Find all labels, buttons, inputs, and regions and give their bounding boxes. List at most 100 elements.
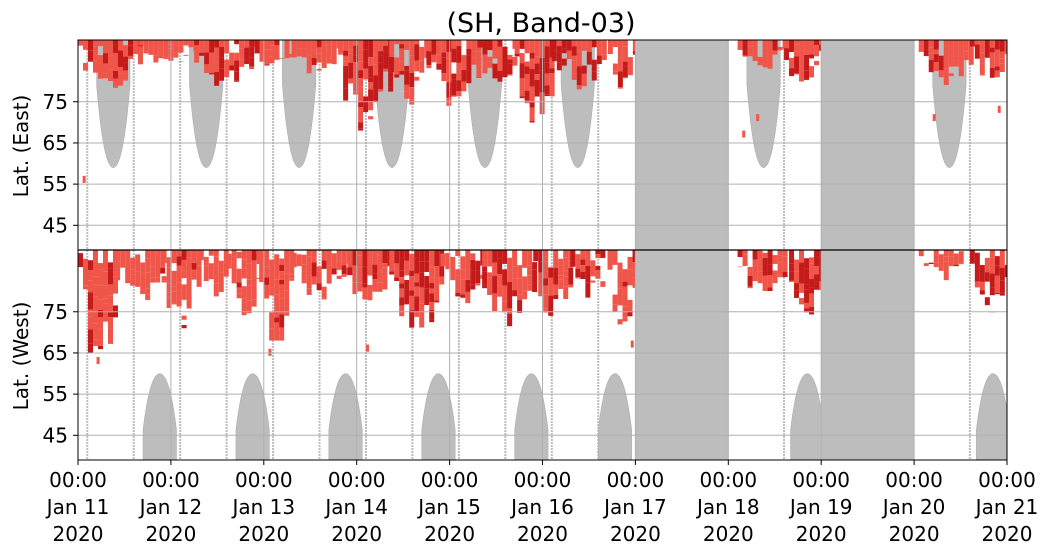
activity-west-cell	[367, 284, 373, 301]
activity-east-cell	[214, 40, 220, 48]
activity-east-cell	[373, 70, 379, 76]
activity-west-cell	[236, 251, 242, 259]
activity-east-cell	[269, 40, 275, 46]
activity-west-cell	[316, 283, 322, 291]
activity-west-cell	[522, 276, 528, 291]
activity-west-cell	[145, 294, 151, 299]
activity-west-cell	[994, 292, 1000, 295]
activity-west-10	[482, 250, 538, 327]
activity-west-cell	[434, 284, 440, 301]
activity-west-cell	[492, 262, 498, 277]
activity-west-cell	[994, 256, 1000, 266]
activity-west-cell	[103, 311, 108, 322]
activity-west-cell	[181, 250, 187, 260]
activity-east-cell	[244, 40, 250, 48]
activity-east-cell	[928, 40, 934, 48]
activity-east-cell	[524, 90, 530, 101]
activity-west-cell	[814, 250, 820, 257]
activity-west-cell	[948, 256, 954, 267]
activity-west-cell	[98, 299, 103, 310]
activity-west-cell	[166, 292, 172, 298]
activity-west-cell	[213, 265, 219, 270]
activity-west-cell	[98, 263, 103, 270]
activity-west-cell	[259, 273, 265, 283]
activity-west-cell	[372, 264, 378, 274]
activity-west-cell	[563, 250, 569, 258]
y-tick-label-west-3: 45	[43, 423, 68, 447]
activity-west-cell	[181, 284, 187, 300]
activity-west-cell	[367, 262, 373, 276]
activity-west-cell	[357, 289, 363, 292]
activity-east-cell	[409, 72, 415, 88]
activity-west-cell	[251, 260, 257, 276]
activity-east-cell	[456, 73, 462, 81]
activity-east-cell	[259, 57, 265, 62]
activity-east-cell	[617, 87, 623, 89]
activity-west-cell	[548, 295, 554, 312]
activity-west-cell	[497, 250, 503, 259]
activity-east-cell	[338, 53, 344, 55]
activity-west-cell	[522, 250, 528, 268]
activity-east-cell	[958, 40, 964, 55]
activity-west-cell	[98, 317, 103, 330]
activity-west-cell	[399, 297, 405, 306]
activity-west-cell	[213, 269, 219, 284]
activity-west-cell	[223, 262, 229, 271]
activity-east-cell	[353, 77, 359, 92]
activity-east-cell	[622, 77, 628, 79]
x-tick-label-7-0: 00:00	[699, 468, 757, 492]
activity-east-cell	[436, 63, 442, 70]
activity-east-cell	[974, 40, 980, 45]
no-data-lobe-west-3	[421, 373, 456, 460]
activity-east-cell	[544, 40, 550, 47]
activity-west-cell	[291, 252, 297, 268]
activity-east-cell	[596, 40, 602, 56]
activity-west-cell	[747, 266, 753, 276]
activity-east-cell	[482, 62, 488, 74]
activity-east-cell	[963, 40, 969, 52]
activity-west-cell	[150, 271, 156, 278]
activity-west-cell	[274, 279, 280, 295]
activity-east-cell	[576, 85, 582, 90]
activity-west-cell	[799, 298, 805, 305]
x-tick-label-1-1: Jan 12	[138, 495, 203, 519]
activity-west-cell	[98, 345, 103, 350]
activity-east-cell	[969, 40, 975, 47]
activity-east-cell	[264, 64, 270, 66]
no-data-lobe-west-7	[976, 373, 1007, 460]
activity-east-cell	[482, 54, 488, 63]
activity-west-cell	[269, 312, 275, 329]
activity-east-cell	[419, 46, 425, 61]
activity-west-cell	[88, 309, 93, 317]
activity-west-cell	[814, 266, 820, 275]
activity-west-cell	[108, 262, 113, 269]
activity-east-13	[784, 40, 825, 82]
activity-east-cell	[519, 96, 525, 99]
activity-west-cell	[580, 259, 586, 266]
activity-east-cell	[158, 40, 164, 55]
activity-west-cell	[558, 279, 564, 289]
activity-east-cell	[274, 40, 280, 46]
activity-west-cell	[532, 262, 538, 270]
activity-east-cell	[378, 75, 384, 89]
activity-east-cell	[933, 54, 939, 63]
activity-west-cell	[306, 250, 312, 257]
activity-west-cell	[264, 277, 270, 285]
activity-west-cell	[83, 269, 88, 286]
activity-east-cell	[368, 89, 374, 102]
activity-east-cell	[979, 74, 985, 76]
activity-west-cell	[512, 266, 518, 279]
activity-east-cell	[209, 40, 215, 53]
activity-west-cell	[103, 250, 108, 259]
activity-east-cell	[989, 47, 995, 53]
activity-east-cell	[224, 75, 230, 78]
activity-west-cell	[585, 265, 591, 283]
activity-west-cell	[236, 293, 242, 299]
activity-west-2	[161, 250, 202, 329]
activity-west-cell	[289, 278, 295, 281]
activity-west-cell	[251, 275, 257, 290]
activity-west-cell	[979, 265, 985, 282]
activity-east-cell	[394, 40, 400, 45]
activity-east-cell	[431, 40, 437, 55]
activity-west-cell	[938, 268, 944, 271]
